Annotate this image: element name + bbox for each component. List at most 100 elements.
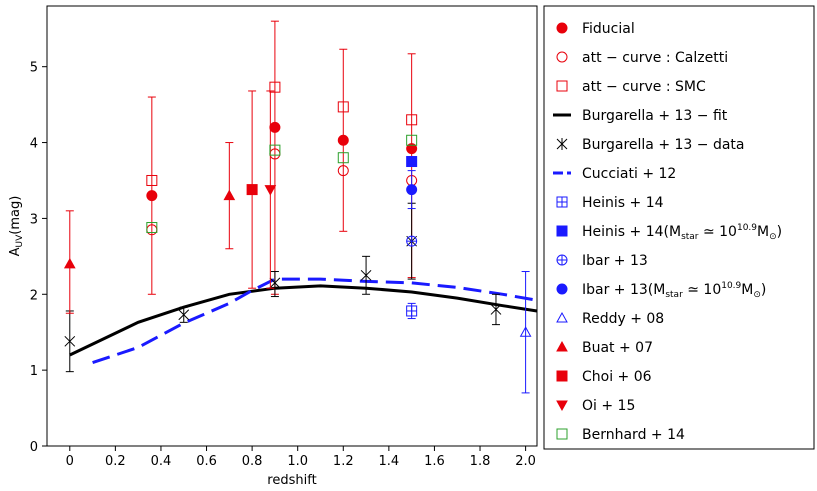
data-point [269,121,281,133]
data-point [490,304,502,315]
legend-item: Ibar + 13(Mstar ≃ 1010.9M⊙) [556,281,766,300]
legend-label: Oi + 15 [582,398,635,414]
data-point [337,152,349,164]
legend-item: Burgarella + 13 − data [556,137,744,153]
legend-item: Heinis + 14(Mstar ≃ 1010.9M⊙) [556,223,782,242]
data-point [146,174,158,186]
legend-swatch [556,428,568,440]
y-tick-label: 5 [30,61,38,76]
legend-label: Heinis + 14 [582,195,664,211]
legend-swatch [556,400,568,412]
x-tick-label: 1.4 [379,454,400,469]
data-point [146,222,158,234]
legend-label: Ibar + 13(Mstar ≃ 1010.9M⊙) [582,281,766,300]
x-tick-label: 0.6 [196,454,217,469]
data-point [406,305,418,317]
x-tick-label: 0.4 [151,454,172,469]
data-point [146,190,158,202]
x-axis-label: redshift [267,473,316,488]
legend-swatch [556,254,568,266]
legend-swatch [556,370,568,382]
legend-label: Reddy + 08 [582,311,664,327]
svg-text:AUV(mag): AUV(mag) [8,196,25,257]
legend-swatch [556,311,568,323]
legend-label: Heinis + 14(Mstar ≃ 1010.9M⊙) [582,223,782,242]
data-point [337,134,349,146]
data-point [360,269,372,281]
data-point [337,165,349,177]
legend-label: Bernhard + 14 [582,427,685,443]
data-point [64,335,76,347]
y-tick-label: 4 [30,137,38,152]
legend-item: Choi + 06 [556,369,652,385]
legend-swatch [556,283,568,295]
x-tick-label: 1.6 [424,454,445,469]
y-tick-label: 1 [30,364,38,379]
legend-label: Ibar + 13 [582,253,648,269]
data-point [406,156,418,168]
legend-swatch [556,340,568,352]
data-point [269,144,281,156]
line-series [69,277,538,365]
x-tick-label: 0.8 [242,454,263,469]
data-point [269,277,281,289]
legend-label: Cucciati + 12 [582,166,676,182]
plot-area: 0 0.2 0.4 0.6 0.8 1.0 1.2 1.4 1.6 1.8 2.0 0 1 2 3 4 5 [30,5,538,469]
data-point [406,143,418,155]
data-point [519,326,532,337]
legend-label: Burgarella + 13 − data [582,137,744,153]
data-point [269,81,281,93]
x-tick-label: 1.0 [287,454,308,469]
legend-item: att − curve : SMC [556,79,706,95]
x-tick-label: 1.8 [470,454,491,469]
data-point [178,309,190,321]
legend-swatch [556,22,568,34]
data-point [223,189,236,201]
legend-label: Choi + 06 [582,369,652,385]
y-tick-label: 0 [30,440,38,455]
x-tick-label: 2.0 [515,454,536,469]
point-series [63,20,532,394]
legend-label: att − curve : Calzetti [582,50,728,66]
data-point [63,257,76,269]
legend-swatch [556,80,568,92]
x-tick-label: 0 [66,454,74,469]
legend-swatch [556,225,568,237]
legend-label: Buat + 07 [582,340,653,356]
x-tick-label: 1.2 [333,454,354,469]
legend-item: Burgarella + 13 − fit [553,108,728,124]
y-axis-label: AUV(mag) [8,196,25,257]
legend-label: Fiducial [582,21,635,37]
y-axis: 0 1 2 3 4 5 [30,61,47,455]
legend-swatch [556,196,568,208]
y-tick-label: 2 [30,288,38,303]
legend: Fiducial att − curve : Calzetti att − curv… [543,5,815,450]
legend-item: Heinis + 14 [556,195,664,211]
x-tick-label: 0.2 [105,454,126,469]
data-point [337,101,349,113]
legend-item: att − curve : Calzetti [556,50,728,66]
data-point [246,184,258,196]
data-point [264,185,277,196]
data-point [406,114,418,126]
legend-item: Oi + 15 [556,398,635,414]
legend-label: Burgarella + 13 − fit [582,108,728,124]
legend-item: Bernhard + 14 [556,427,685,443]
y-tick-label: 3 [30,212,38,227]
legend-label: att − curve : SMC [582,79,706,95]
legend-swatch [556,51,568,63]
data-point [406,184,418,196]
legend-item: Reddy + 08 [556,311,664,327]
x-axis: 0 0.2 0.4 0.6 0.8 1.0 1.2 1.4 1.6 1.8 2.0 [66,446,536,469]
legend-frame [543,5,815,450]
series-line [69,284,538,357]
data-point [406,134,418,146]
legend-item: Buat + 07 [556,340,653,356]
series-line [92,277,538,365]
plot-frame [46,5,538,447]
legend-item: Cucciati + 12 [553,166,676,182]
legend-item: Fiducial [556,21,635,37]
data-point [406,235,418,247]
legend-item: Ibar + 13 [556,253,648,269]
